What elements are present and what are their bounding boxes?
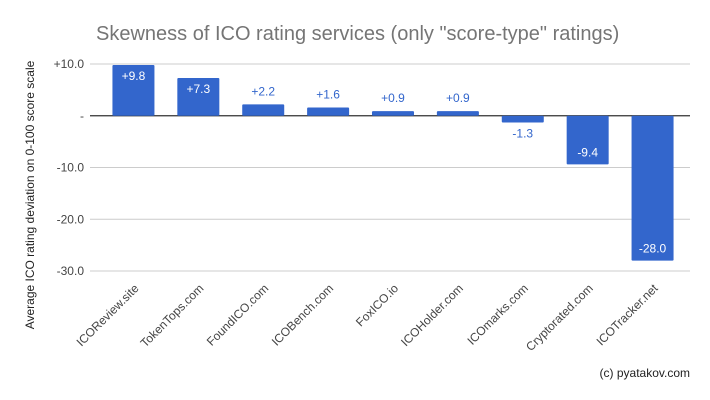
y-tick-label: -30.0	[57, 264, 85, 278]
data-label: -28.0	[639, 242, 667, 256]
bar	[112, 65, 155, 116]
bar	[436, 111, 479, 116]
data-label: +1.6	[316, 87, 340, 101]
bar	[372, 111, 414, 116]
bar	[242, 104, 285, 116]
x-tick-label: ICOReview.site	[74, 281, 142, 349]
data-label: -9.4	[577, 145, 598, 159]
y-tick-label: -20.0	[57, 212, 85, 226]
bar	[566, 115, 609, 165]
x-tick-label: ICOmarks.com	[464, 281, 530, 347]
y-tick-label: -10.0	[57, 161, 85, 175]
bar	[631, 115, 674, 261]
chart-title: Skewness of ICO rating services (only "s…	[96, 23, 619, 45]
data-label: +0.9	[381, 91, 405, 105]
data-label: -1.3	[512, 126, 533, 140]
y-tick-label: -	[80, 109, 84, 123]
x-tick-label: FoundICO.com	[204, 281, 271, 348]
x-tick-label: Cryptorated.com	[523, 281, 596, 354]
x-tick-label: TokenTops.com	[138, 281, 207, 350]
data-label: +0.9	[446, 91, 470, 105]
data-label: +7.3	[186, 82, 210, 96]
y-axis-label: Average ICO rating deviation on 0-100 sc…	[23, 60, 37, 329]
bar	[501, 115, 544, 123]
x-tick-label: ICOBench.com	[269, 281, 336, 348]
bar	[177, 77, 220, 116]
data-label: +9.8	[122, 69, 146, 83]
credit-text: (c) pyatakov.com	[600, 366, 690, 380]
data-label: +2.2	[251, 84, 275, 98]
y-tick-label: +10.0	[54, 57, 85, 71]
bar	[307, 107, 350, 116]
x-tick-label: ICOTracker.net	[594, 281, 662, 349]
x-tick-label: FoxICO.io	[353, 281, 401, 329]
x-tick-label: ICOHolder.com	[398, 281, 466, 349]
